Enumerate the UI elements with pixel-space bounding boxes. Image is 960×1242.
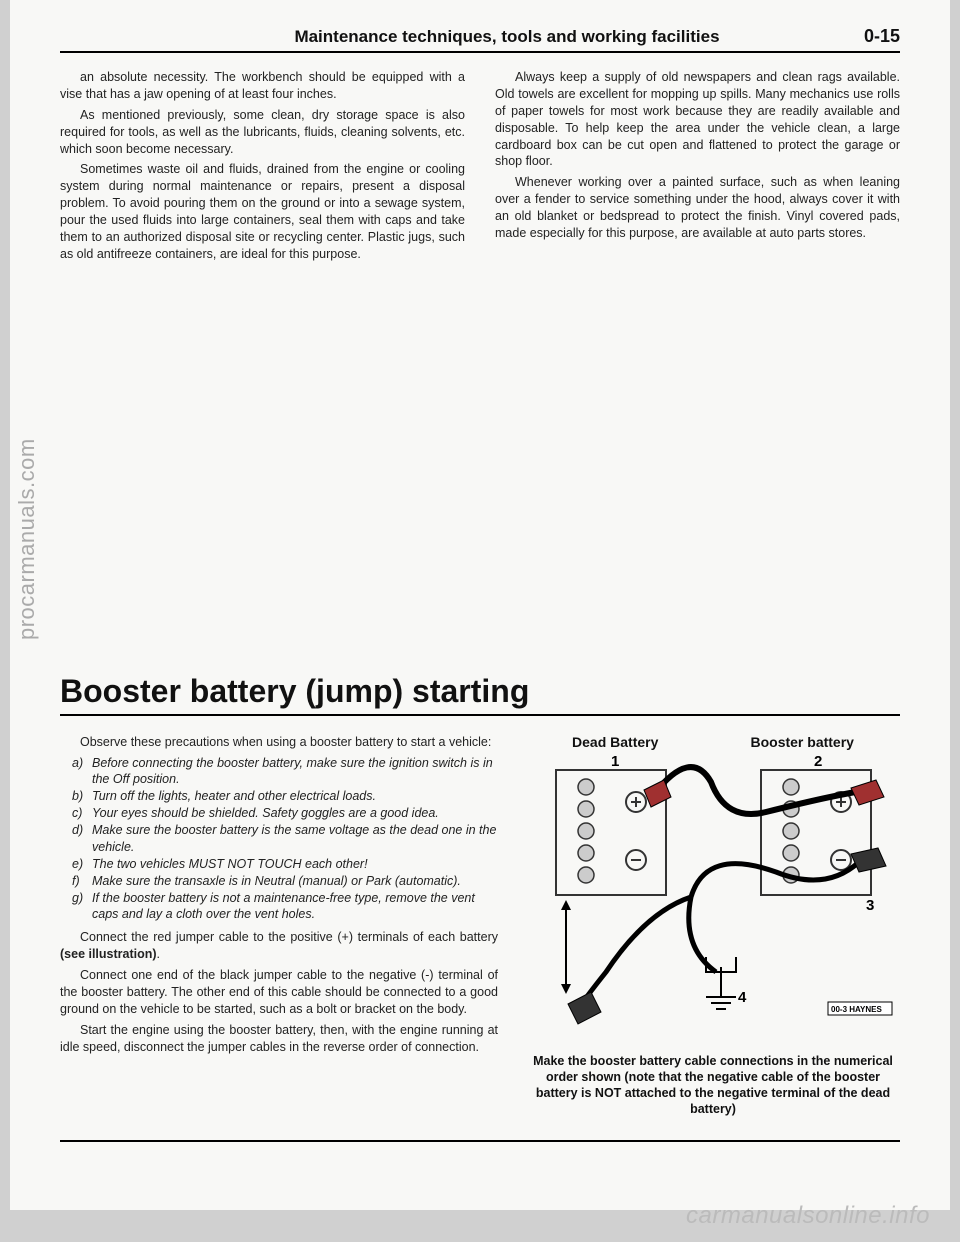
list-item: b)Turn off the lights, heater and other … (72, 788, 498, 805)
lower-section: Observe these precautions when using a b… (60, 734, 900, 1118)
num-3: 3 (866, 897, 874, 914)
blank-space (60, 267, 900, 657)
list-item: a)Before connecting the booster battery,… (72, 755, 498, 789)
paragraph: Connect the red jumper cable to the posi… (60, 929, 498, 963)
num-4: 4 (738, 989, 747, 1006)
top-columns: an absolute necessity. The workbench sho… (60, 69, 900, 267)
list-item: f)Make sure the transaxle is in Neutral … (72, 873, 498, 890)
svg-text:00-3 HAYNES: 00-3 HAYNES (831, 1005, 883, 1014)
booster-battery-label: Booster battery (750, 734, 853, 750)
watermark-bottom: carmanualsonline.info (686, 1202, 930, 1230)
booster-text: Observe these precautions when using a b… (60, 734, 498, 1118)
diagram-area: Dead Battery Booster battery (526, 734, 900, 1118)
num-1: 1 (611, 753, 619, 770)
battery-diagram: 1 2 3 4 00-3 HAYNES (526, 752, 896, 1042)
page-header: Maintenance techniques, tools and workin… (60, 26, 900, 53)
manual-page: Maintenance techniques, tools and workin… (10, 0, 950, 1210)
precautions-list: a)Before connecting the booster battery,… (72, 755, 498, 924)
list-item: e)The two vehicles MUST NOT TOUCH each o… (72, 856, 498, 873)
rule (60, 1140, 900, 1142)
list-item: d)Make sure the booster battery is the s… (72, 822, 498, 856)
rule (60, 714, 900, 716)
paragraph: As mentioned previously, some clean, dry… (60, 107, 465, 158)
num-2: 2 (814, 753, 822, 770)
page-number: 0-15 (864, 26, 900, 47)
top-right-column: Always keep a supply of old newspapers a… (495, 69, 900, 267)
header-title: Maintenance techniques, tools and workin… (150, 27, 864, 47)
paragraph: Connect one end of the black jumper cabl… (60, 967, 498, 1018)
paragraph: Sometimes waste oil and fluids, drained … (60, 161, 465, 262)
list-item: g)If the booster battery is not a mainte… (72, 890, 498, 924)
paragraph: Start the engine using the booster batte… (60, 1022, 498, 1056)
paragraph: Always keep a supply of old newspapers a… (495, 69, 900, 170)
list-item: c)Your eyes should be shielded. Safety g… (72, 805, 498, 822)
watermark-left: procarmanuals.com (14, 438, 40, 640)
diagram-labels: Dead Battery Booster battery (526, 734, 900, 750)
top-left-column: an absolute necessity. The workbench sho… (60, 69, 465, 267)
paragraph: Whenever working over a painted surface,… (495, 174, 900, 242)
paragraph: an absolute necessity. The workbench sho… (60, 69, 465, 103)
dead-battery-label: Dead Battery (572, 734, 658, 750)
intro-paragraph: Observe these precautions when using a b… (60, 734, 498, 751)
section-title: Booster battery (jump) starting (60, 673, 900, 710)
diagram-caption: Make the booster battery cable connectio… (526, 1053, 900, 1118)
